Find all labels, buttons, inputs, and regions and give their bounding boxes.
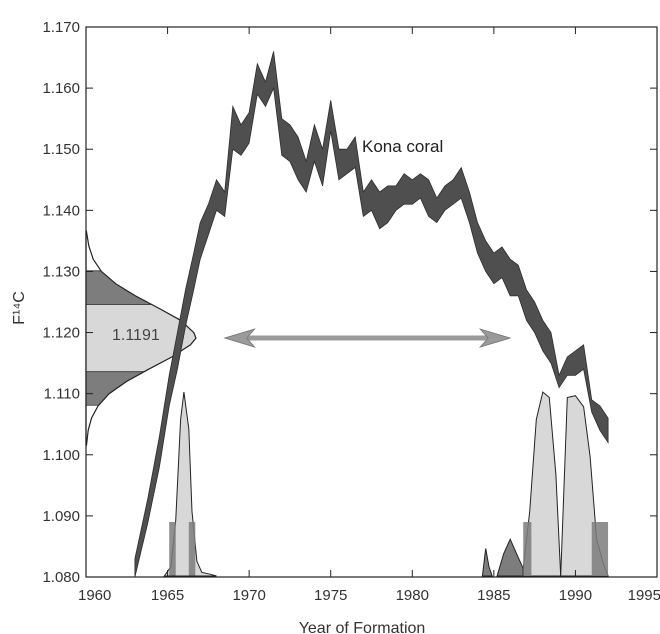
y-tick-label: 1.130 xyxy=(42,263,80,280)
x-tick-label: 1965 xyxy=(151,587,184,604)
calibrated-probability-peaks xyxy=(163,391,609,577)
x-tick-label: 1990 xyxy=(559,587,592,604)
date-range-arrow xyxy=(223,328,512,348)
arrow-head-right xyxy=(478,328,512,348)
y-tick-label: 1.090 xyxy=(42,508,80,525)
x-tick-label: 1995 xyxy=(628,587,660,604)
y-tick-labels: 1.080 1.090 1.100 1.110 1.120 1.130 1.140 1.150… xyxy=(42,19,80,586)
y-tick-label: 1.080 xyxy=(42,569,80,586)
x-tick-label: 1975 xyxy=(314,587,347,604)
sample-value-label: 1.1191 xyxy=(112,327,160,344)
kona-coral-band xyxy=(134,51,609,578)
x-tick-label: 1980 xyxy=(396,587,429,604)
probability-peak xyxy=(496,537,524,577)
kona-coral-series xyxy=(134,51,609,578)
arrow-head-left xyxy=(223,328,256,348)
x-tick-label: 1960 xyxy=(78,587,111,604)
distribution-curve xyxy=(85,230,197,446)
x-axis-label: Year of Formation xyxy=(299,620,426,634)
y-tick-label: 1.100 xyxy=(42,447,80,464)
y-axis-label: F¹⁴C xyxy=(11,291,28,325)
x-tick-labels: 1960 1965 1970 1975 1980 1985 1990 1995 xyxy=(78,587,660,604)
axis-ticks xyxy=(85,26,658,578)
probability-2sigma-segment xyxy=(591,522,609,576)
probability-2sigma-segment xyxy=(169,522,176,576)
x-tick-label: 1985 xyxy=(477,587,510,604)
y-tick-label: 1.160 xyxy=(42,80,80,97)
y-tick-label: 1.150 xyxy=(42,141,80,158)
y-tick-label: 1.140 xyxy=(42,202,80,219)
x-tick-label: 1970 xyxy=(232,587,265,604)
probability-2sigma-segment xyxy=(523,522,532,576)
y-tick-label: 1.110 xyxy=(44,386,80,403)
probability-peak xyxy=(481,548,493,577)
series-label: Kona coral xyxy=(362,137,443,156)
y-tick-label: 1.120 xyxy=(42,325,80,342)
y-tick-label: 1.170 xyxy=(42,19,80,36)
probability-2sigma-segment xyxy=(188,522,196,576)
